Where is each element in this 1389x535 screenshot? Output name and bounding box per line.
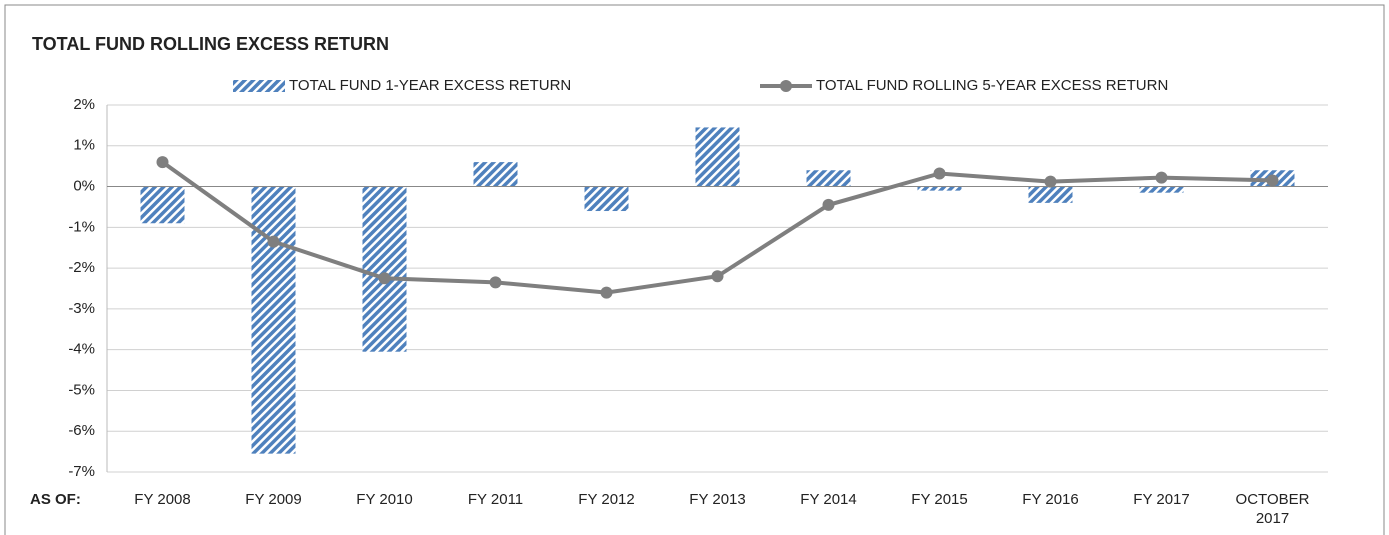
x-tick-label: FY 2016	[1022, 491, 1079, 508]
x-tick-label: FY 2011	[467, 491, 524, 508]
y-tick-label: -6%	[68, 422, 95, 439]
line-marker	[378, 272, 391, 285]
y-tick-label: -2%	[68, 259, 95, 276]
line-marker	[711, 270, 724, 283]
line-marker	[267, 235, 280, 248]
line-marker	[1266, 174, 1279, 187]
line-marker	[1044, 175, 1057, 188]
bar	[695, 127, 740, 187]
line-marker	[600, 286, 613, 299]
legend-label: TOTAL FUND ROLLING 5-YEAR EXCESS RETURN	[816, 77, 1168, 94]
bar	[917, 186, 962, 191]
legend-marker	[780, 80, 792, 92]
y-tick-label: -5%	[68, 381, 95, 398]
y-tick-label: 0%	[73, 178, 95, 195]
x-tick-label: FY 2015	[911, 491, 968, 508]
y-tick-label: 1%	[73, 137, 95, 154]
legend-swatch	[233, 80, 285, 92]
x-tick-label: FY 2014	[800, 491, 857, 508]
chart-title: TOTAL FUND ROLLING EXCESS RETURN	[32, 34, 389, 54]
x-tick-label: FY 2008	[134, 491, 191, 508]
bar	[1139, 186, 1184, 193]
y-tick-label: 2%	[73, 96, 95, 113]
x-axis-label: AS OF:	[30, 491, 81, 508]
line-marker	[1155, 171, 1168, 184]
x-tick-label: FY 2010	[356, 491, 413, 508]
frame	[4, 4, 1385, 535]
y-tick-label: -1%	[68, 218, 95, 235]
bar	[140, 186, 185, 224]
bar	[806, 170, 851, 187]
x-tick-label: FY 2017	[1133, 491, 1190, 508]
legend-label: TOTAL FUND 1-YEAR EXCESS RETURN	[289, 77, 571, 94]
y-tick-label: -4%	[68, 341, 95, 358]
y-tick-label: -3%	[68, 300, 95, 317]
line-marker	[489, 276, 502, 289]
bar	[1028, 186, 1073, 203]
y-tick-label: -7%	[68, 463, 95, 480]
line-marker	[933, 167, 946, 180]
bar	[362, 186, 407, 352]
x-tick-label: FY 2009	[245, 491, 302, 508]
x-tick-label: FY 2013	[689, 491, 746, 508]
bar	[584, 186, 629, 212]
x-tick-label: OCTOBER 2017	[1235, 491, 1310, 527]
bar	[251, 186, 296, 454]
line-marker	[822, 198, 835, 211]
bar	[473, 162, 518, 187]
x-tick-label: FY 2012	[578, 491, 635, 508]
line-marker	[156, 156, 169, 169]
